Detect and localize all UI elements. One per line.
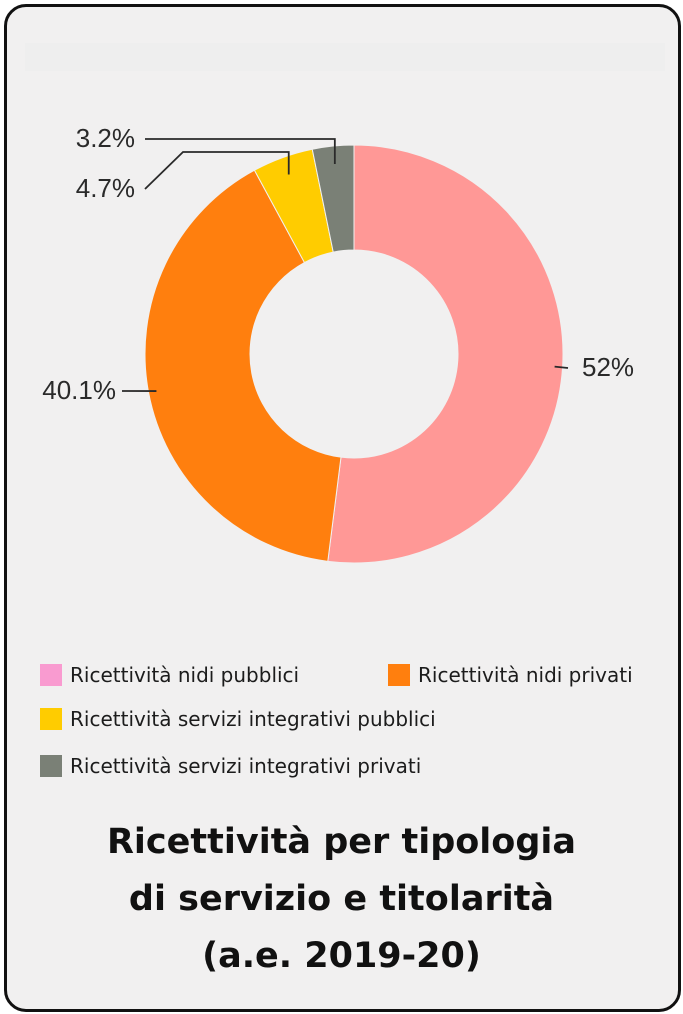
leader-line-2 (144, 151, 290, 190)
title-line: (a.e. 2019-20) (202, 936, 481, 976)
top-strip (25, 43, 665, 71)
slice-1 (144, 169, 342, 562)
chart-title: Ricettività per tipologia di servizio e … (0, 814, 683, 985)
title-line: Ricettività per tipologia (106, 822, 576, 862)
leader-line-0 (554, 365, 569, 369)
leader-line-3 (145, 138, 336, 164)
slice-label-2: 4.7% (76, 173, 135, 203)
slice-label-1: 40.1% (42, 375, 116, 405)
slice-label-0: 52% (582, 352, 634, 382)
slice-3 (311, 144, 355, 253)
slice-label-3: 3.2% (76, 123, 135, 153)
slice-0 (327, 144, 564, 564)
title-line: di servizio e titolarità (128, 879, 555, 919)
